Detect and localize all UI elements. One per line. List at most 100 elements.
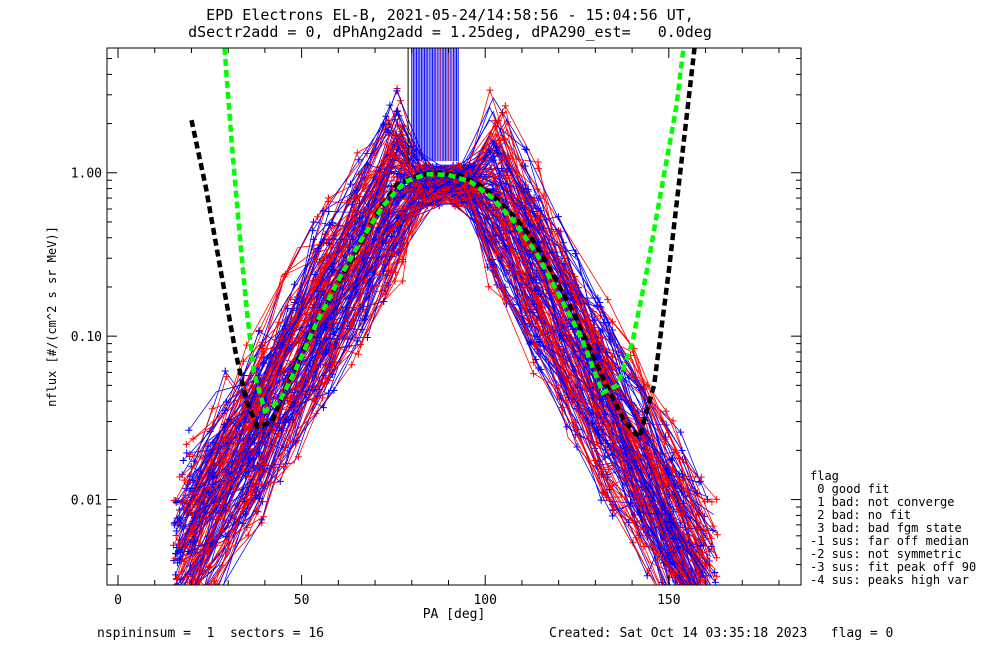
spin-point <box>670 480 678 488</box>
spin-point <box>184 599 191 606</box>
spin-point <box>327 250 335 258</box>
spin-point <box>421 195 429 203</box>
spin-point <box>171 606 178 613</box>
spin-point <box>176 618 183 625</box>
spin-point <box>398 131 406 139</box>
spin-point <box>711 569 719 577</box>
spin-point <box>220 421 228 429</box>
spin-point <box>563 423 571 431</box>
plot-frame <box>106 47 802 586</box>
spin-point <box>697 542 705 550</box>
spin-point <box>399 277 407 285</box>
spin-point <box>188 485 196 493</box>
spin-point <box>217 461 225 469</box>
spin-point <box>180 591 187 598</box>
spin-trace <box>194 172 682 585</box>
spin-point <box>259 414 267 422</box>
spin-point <box>558 404 566 412</box>
spin-point <box>600 318 608 326</box>
spin-point <box>177 584 179 585</box>
spin-point <box>596 299 604 307</box>
legend-item: 2 bad: no fit <box>810 508 912 522</box>
spin-point <box>348 361 356 369</box>
spin-point <box>382 281 390 289</box>
x-tick-label: 100 <box>473 593 496 608</box>
spin-point <box>325 208 333 216</box>
spin-point <box>170 593 177 600</box>
spin-trace <box>186 188 682 585</box>
spin-point <box>179 618 186 625</box>
spin-point <box>598 488 606 496</box>
spin-point <box>348 201 356 209</box>
spin-point <box>181 590 188 597</box>
spin-trace <box>191 148 708 541</box>
spin-point <box>177 549 185 557</box>
spin-point <box>175 618 182 625</box>
spin-point <box>323 324 331 332</box>
spin-point <box>170 600 177 607</box>
spin-point <box>171 618 178 625</box>
spin-point <box>349 235 357 243</box>
spin-point <box>666 506 674 514</box>
spin-point <box>330 387 338 395</box>
spin-point <box>644 439 652 447</box>
spin-point <box>390 152 398 160</box>
spin-point <box>172 550 180 558</box>
spin-point <box>190 457 198 465</box>
spin-point <box>180 593 187 600</box>
spin-point <box>354 350 362 358</box>
spin-point <box>573 393 581 401</box>
spin-point <box>173 544 181 552</box>
spin-point <box>328 342 336 350</box>
spin-point <box>185 618 192 625</box>
spin-point <box>223 473 231 481</box>
spin-point <box>315 386 323 394</box>
spin-point <box>504 118 512 126</box>
spin-trace <box>187 172 689 585</box>
spin-point <box>676 586 683 593</box>
spin-point <box>240 372 248 380</box>
spin-trace <box>222 175 667 585</box>
spin-point <box>669 417 677 425</box>
spin-point <box>667 524 675 532</box>
spin-point <box>221 367 229 375</box>
spin-point <box>172 499 180 507</box>
spin-point <box>190 514 198 522</box>
spin-point <box>641 479 649 487</box>
spin-point <box>573 443 581 451</box>
spin-point <box>558 316 566 324</box>
spin-point <box>391 130 399 138</box>
legend-item: 1 bad: not converge <box>810 495 955 509</box>
spin-point <box>179 456 187 464</box>
legend-title: flag <box>810 469 839 483</box>
spin-point <box>714 613 721 620</box>
spin-point <box>450 198 458 206</box>
spin-point <box>660 479 668 487</box>
spin-point <box>242 510 250 518</box>
spin-point <box>259 513 267 521</box>
spin-point <box>595 396 603 404</box>
spin-point <box>388 232 396 240</box>
spin-point <box>532 356 540 364</box>
spin-point <box>284 305 292 313</box>
spin-point <box>190 537 198 545</box>
spin-point <box>465 161 473 169</box>
spin-trace <box>196 184 684 585</box>
spin-trace <box>180 166 709 577</box>
spin-point <box>244 531 252 539</box>
spin-point <box>189 608 196 615</box>
spin-point <box>346 285 354 293</box>
spin-point <box>423 183 431 191</box>
spin-point <box>702 529 710 537</box>
footer-created: Created: Sat Oct 14 03:35:18 2023 flag =… <box>549 626 894 641</box>
spin-point <box>393 214 401 222</box>
spin-point <box>632 442 640 450</box>
spin-point <box>170 519 178 527</box>
spin-point <box>363 334 371 342</box>
spin-trace <box>188 97 706 524</box>
spin-point <box>362 181 370 189</box>
spin-point <box>190 531 198 539</box>
spin-point <box>496 216 504 224</box>
spin-point <box>670 535 678 543</box>
spin-point <box>176 522 184 530</box>
